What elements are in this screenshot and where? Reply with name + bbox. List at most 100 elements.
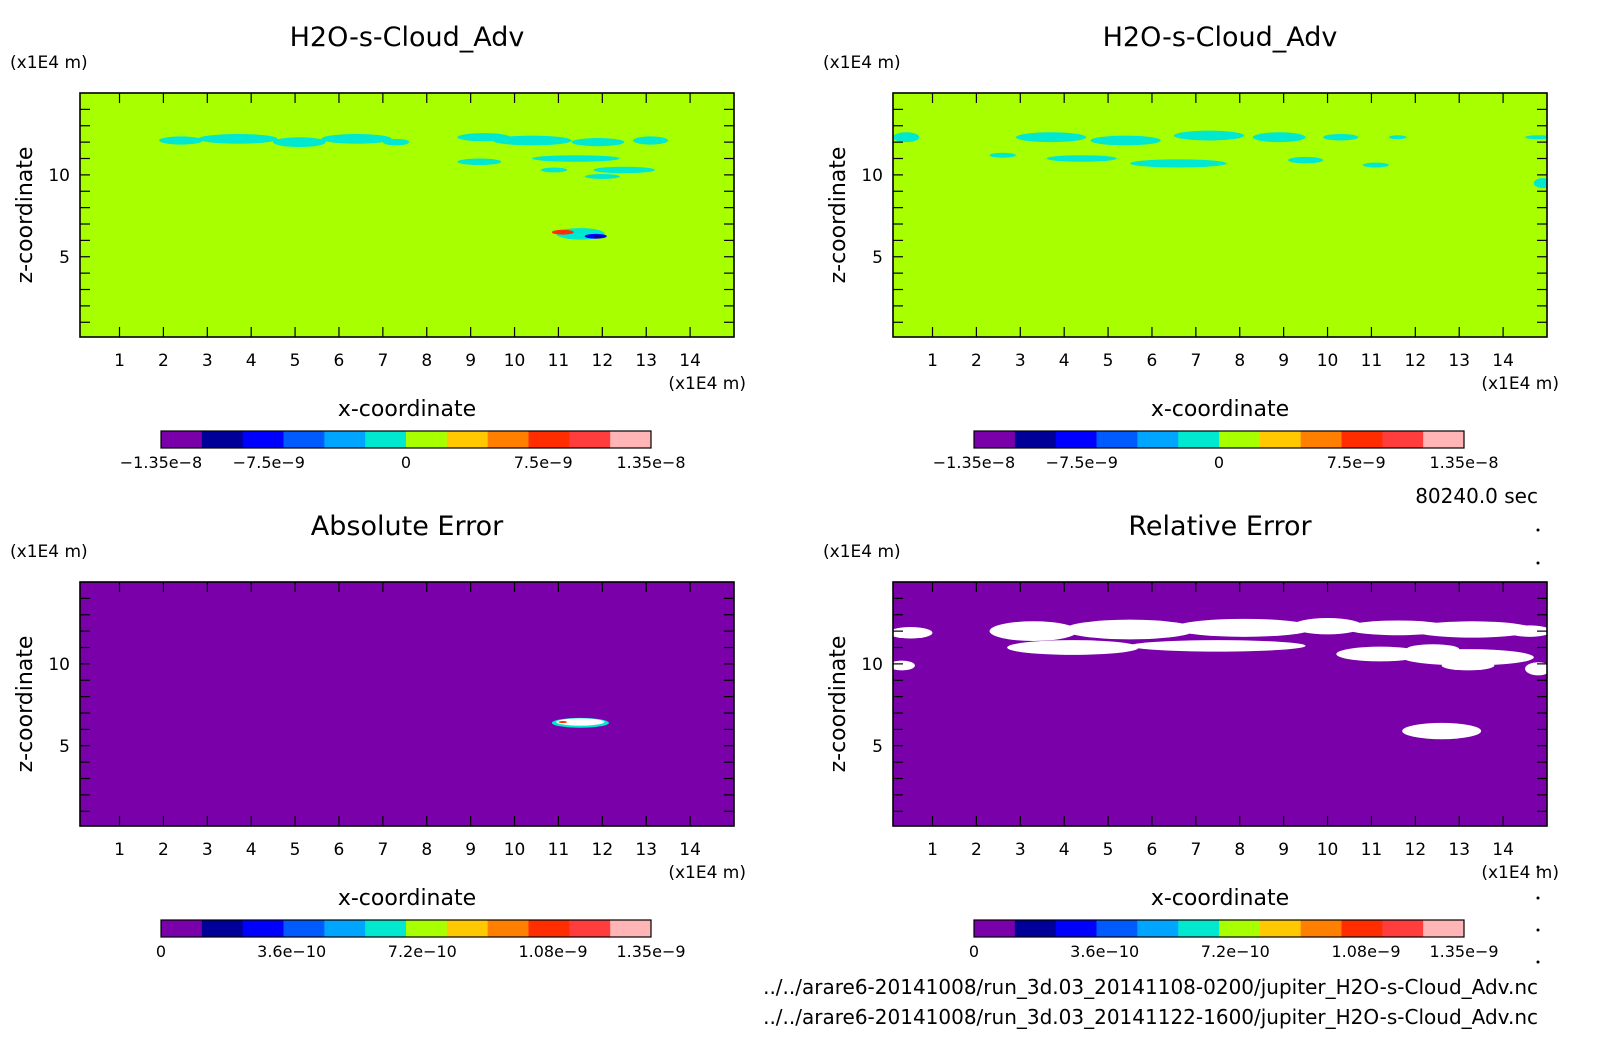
colorbar-label: −7.5e−9 xyxy=(233,453,305,472)
colorbar-swatch xyxy=(528,431,570,448)
x-tick-label: 4 xyxy=(1059,351,1070,371)
colorbar: −1.35e−8 −7.5e−9 0 7.5e−9 1.35e−8 xyxy=(933,430,1499,472)
x-tick-label: 3 xyxy=(1015,840,1026,860)
x-axis-label: x-coordinate xyxy=(338,886,476,911)
colorbar-swatch xyxy=(1096,431,1138,448)
colorbar-swatch xyxy=(1096,920,1138,937)
undefined-region xyxy=(1410,621,1534,638)
y-tick-label: 10 xyxy=(861,655,883,675)
colorbar-swatch xyxy=(528,920,570,937)
colorbar-label: 1.08e−9 xyxy=(1331,942,1400,961)
x-tick-label: 10 xyxy=(1317,351,1339,371)
x-tick-label: 14 xyxy=(1492,351,1514,371)
x-tick-label: 11 xyxy=(1361,840,1383,860)
x-tick-label: 13 xyxy=(635,840,657,860)
y-unit-label: (x1E4 m) xyxy=(10,542,88,562)
y-tick-label: 10 xyxy=(861,166,883,186)
colorbar-swatch xyxy=(324,920,366,937)
cloud-contour xyxy=(551,229,574,235)
undefined-region xyxy=(1173,618,1315,637)
colorbar-swatch xyxy=(1341,920,1383,937)
colorbar-swatch xyxy=(1382,920,1424,937)
colorbar-swatch xyxy=(1055,431,1097,448)
x-tick-label: 12 xyxy=(592,351,614,371)
cloud-contour xyxy=(1173,130,1245,141)
edge-dot xyxy=(1536,928,1540,932)
colorbar-swatch xyxy=(569,920,611,937)
colorbar-swatch xyxy=(1137,920,1179,937)
colorbar-label: 7.5e−9 xyxy=(1327,453,1386,472)
contour-field xyxy=(80,582,734,826)
colorbar-swatch xyxy=(1382,431,1424,448)
x-tick-label: 12 xyxy=(1405,351,1427,371)
cloud-contour xyxy=(584,174,620,179)
undefined-region xyxy=(1007,640,1139,655)
file-path-2: ../../arare6-20141008/run_3d.03_20141122… xyxy=(763,1005,1538,1029)
cloud-contour xyxy=(633,136,669,145)
colorbar-label: 0 xyxy=(1214,453,1224,472)
x-unit-label: (x1E4 m) xyxy=(1481,863,1559,883)
undefined-region xyxy=(1441,660,1495,671)
colorbar-label: −1.35e−8 xyxy=(933,453,1015,472)
undefined-region xyxy=(893,660,915,671)
panels-layer: H2O-s-Cloud_Adv(x1E4 m)1 2 3 4 5 6 7 8 9 10 11 12 13… xyxy=(10,22,1559,961)
cloud-contour xyxy=(893,132,920,143)
undefined-region xyxy=(1292,618,1363,635)
x-tick-label: 9 xyxy=(465,840,476,860)
cloud-contour xyxy=(492,135,572,146)
colorbar-label: −7.5e−9 xyxy=(1046,453,1118,472)
cloud-contour xyxy=(1323,133,1359,141)
colorbar-swatch xyxy=(1423,431,1465,448)
x-unit-label: (x1E4 m) xyxy=(668,863,746,883)
cloud-contour xyxy=(382,138,410,146)
cloud-contour xyxy=(593,234,603,238)
colorbar-label: 1.08e−9 xyxy=(518,942,587,961)
y-tick-label: 5 xyxy=(872,737,883,757)
edge-dot xyxy=(1536,960,1540,964)
x-tick-label: 13 xyxy=(635,351,657,371)
colorbar-swatch xyxy=(1341,431,1383,448)
x-tick-label: 10 xyxy=(1317,840,1339,860)
x-tick-label: 12 xyxy=(592,840,614,860)
edge-dot xyxy=(1536,865,1540,869)
colorbar-label: −1.35e−8 xyxy=(120,453,202,472)
error-contour xyxy=(556,718,605,726)
colorbar-swatch xyxy=(446,920,489,937)
colorbar-swatch xyxy=(1300,920,1342,937)
x-tick-label: 2 xyxy=(971,351,982,371)
panel-title: H2O-s-Cloud_Adv xyxy=(1103,22,1338,53)
x-tick-label: 6 xyxy=(334,351,345,371)
colorbar-swatch xyxy=(974,920,1016,937)
cloud-contour xyxy=(1533,178,1547,188)
colorbar-label: 3.6e−10 xyxy=(257,942,326,961)
file-path-1: ../../arare6-20141008/run_3d.03_20141108… xyxy=(763,975,1538,999)
field-background xyxy=(893,93,1547,337)
colorbar-label: 3.6e−10 xyxy=(1070,942,1139,961)
x-tick-label: 8 xyxy=(421,840,432,860)
edge-dot xyxy=(1536,561,1540,565)
y-tick-label: 10 xyxy=(48,166,70,186)
x-tick-label: 4 xyxy=(246,840,257,860)
panel-title: Relative Error xyxy=(1128,511,1312,542)
cloud-contour xyxy=(1525,135,1547,140)
undefined-region xyxy=(1130,640,1306,652)
x-tick-label: 11 xyxy=(548,351,570,371)
colorbar-frame xyxy=(160,430,652,449)
colorbar-swatch xyxy=(1055,920,1097,937)
colorbar-label: 1.35e−9 xyxy=(1429,942,1498,961)
x-tick-label: 1 xyxy=(114,840,125,860)
y-unit-label: (x1E4 m) xyxy=(10,53,88,73)
field-background xyxy=(893,582,1547,826)
undefined-region xyxy=(1064,619,1196,640)
colorbar-label: 1.35e−8 xyxy=(1429,453,1498,472)
colorbar-swatch xyxy=(201,920,244,937)
colorbar-swatch xyxy=(161,920,203,937)
colorbar-label: 1.35e−8 xyxy=(616,453,685,472)
y-tick-label: 5 xyxy=(59,248,70,268)
x-tick-label: 1 xyxy=(114,351,125,371)
x-tick-label: 2 xyxy=(158,351,169,371)
x-tick-label: 5 xyxy=(1103,351,1114,371)
colorbar-frame xyxy=(973,430,1465,449)
undefined-region xyxy=(989,621,1078,641)
time-label: 80240.0 sec xyxy=(1415,484,1538,508)
